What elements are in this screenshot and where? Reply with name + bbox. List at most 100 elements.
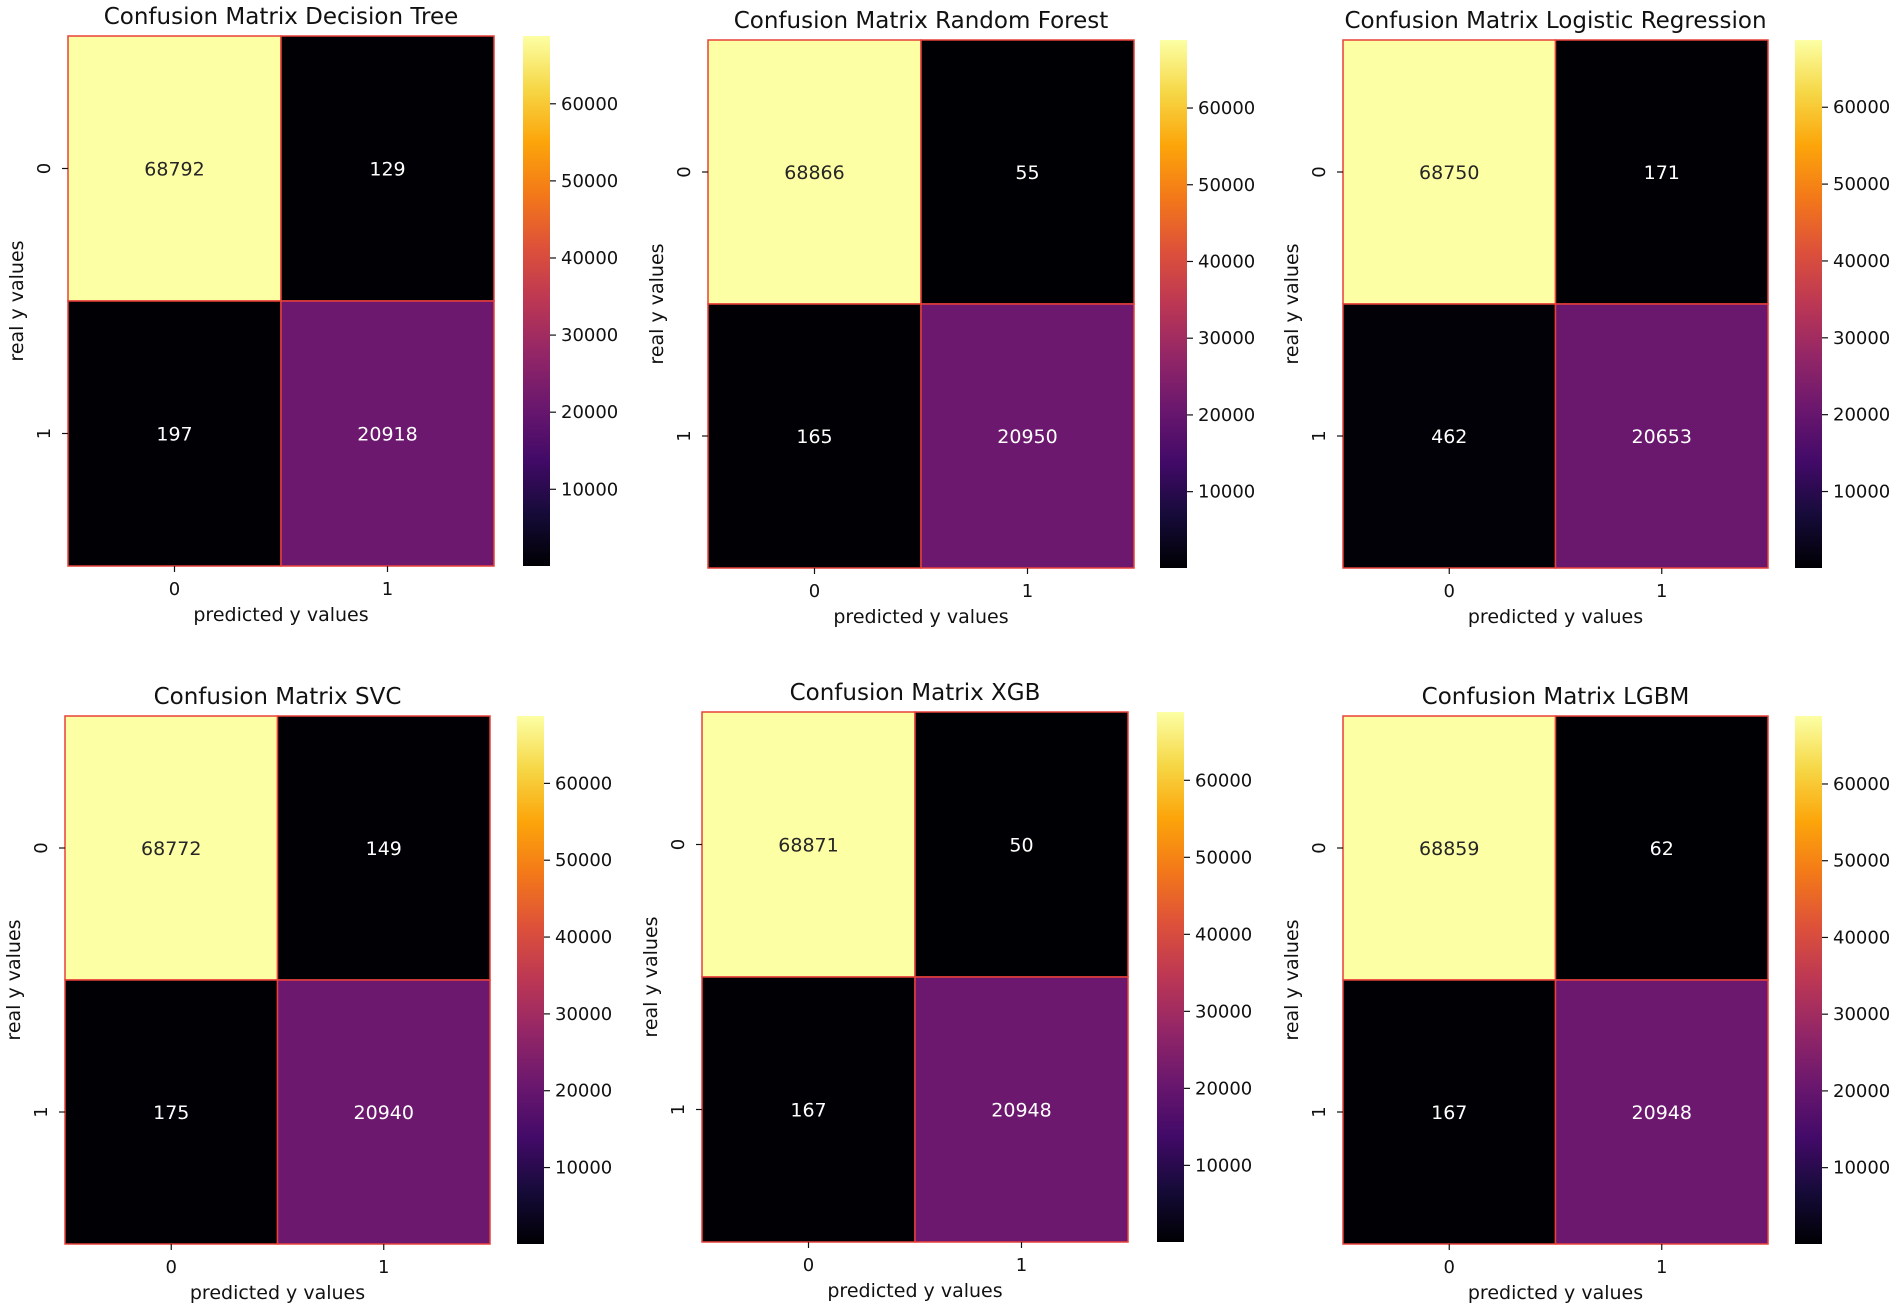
colorbar-tick-label: 50000 xyxy=(1833,174,1890,195)
cell-value-label: 50 xyxy=(1009,835,1033,857)
colorbar-tick-label: 40000 xyxy=(1833,927,1890,948)
y-axis-label: real y values xyxy=(1281,243,1303,364)
cell-value-label: 20948 xyxy=(991,1100,1051,1122)
colorbar-tick-label: 60000 xyxy=(1195,770,1252,791)
heatmap-cell xyxy=(1554,39,1769,305)
cell-value-label: 197 xyxy=(156,424,192,446)
colorbar xyxy=(1795,716,1822,1244)
colorbar-tick-label: 50000 xyxy=(561,171,618,192)
colorbar-tick-label: 40000 xyxy=(555,927,612,948)
chart-title: Confusion Matrix Random Forest xyxy=(734,8,1109,34)
x-tick-label: 1 xyxy=(1656,581,1667,602)
cell-value-label: 129 xyxy=(369,159,405,181)
colorbar-tick-label: 10000 xyxy=(1198,482,1255,503)
cell-value-label: 171 xyxy=(1644,162,1680,184)
x-tick-label: 0 xyxy=(166,1257,177,1278)
colorbar-tick-label: 30000 xyxy=(561,325,618,346)
x-tick-label: 1 xyxy=(1656,1257,1667,1278)
colorbar-tick-label: 60000 xyxy=(1833,774,1890,795)
y-tick-label: 0 xyxy=(674,166,695,177)
colorbar-tick-label: 30000 xyxy=(1833,328,1890,349)
heatmap-panel: Confusion Matrix Random Forest 68866 55 165… xyxy=(646,8,1255,628)
x-axis-label: predicted y values xyxy=(1468,606,1643,628)
heatmap-panel: Confusion Matrix SVC 68772 149 175 20940 0 1 pr… xyxy=(3,684,612,1304)
cell-value-label: 149 xyxy=(366,838,402,860)
cell-value-label: 68792 xyxy=(144,159,204,181)
heatmap-panel: Confusion Matrix Decision Tree 68792 129 19… xyxy=(6,4,618,626)
colorbar xyxy=(523,36,550,566)
colorbar-tick-label: 40000 xyxy=(1195,924,1252,945)
colorbar-tick-label: 30000 xyxy=(1833,1004,1890,1025)
y-tick-label: 0 xyxy=(31,842,52,853)
heatmap-panel: Confusion Matrix XGB 68871 50 167 20948 0 1 pre… xyxy=(640,680,1252,1302)
x-axis-label: predicted y values xyxy=(190,1282,365,1304)
colorbar-tick-label: 50000 xyxy=(555,850,612,871)
cell-value-label: 62 xyxy=(1650,838,1674,860)
cell-value-label: 68866 xyxy=(784,162,844,184)
colorbar xyxy=(517,716,544,1244)
chart-title: Confusion Matrix Decision Tree xyxy=(104,4,459,30)
heatmap-cell xyxy=(1554,979,1769,1245)
heatmap-cell xyxy=(707,303,922,569)
heatmap-cell xyxy=(64,715,279,981)
cell-value-label: 462 xyxy=(1431,426,1467,448)
y-tick-label: 1 xyxy=(1309,430,1330,441)
x-tick-label: 0 xyxy=(1444,1257,1455,1278)
colorbar-tick-label: 40000 xyxy=(561,248,618,269)
y-tick-label: 1 xyxy=(1309,1106,1330,1117)
heatmap-cell xyxy=(1342,303,1557,569)
x-tick-label: 0 xyxy=(1444,581,1455,602)
y-axis-label: real y values xyxy=(1281,919,1303,1040)
colorbar-tick-label: 60000 xyxy=(561,94,618,115)
heatmap-cell xyxy=(280,35,495,302)
heatmap-cell xyxy=(920,39,1135,305)
heatmap-cell xyxy=(914,976,1129,1243)
y-axis-label: real y values xyxy=(3,919,25,1040)
heatmap-cell xyxy=(276,979,491,1245)
colorbar-tick-label: 20000 xyxy=(555,1081,612,1102)
colorbar-tick-label: 10000 xyxy=(555,1158,612,1179)
heatmap-cell xyxy=(1554,303,1769,569)
y-tick-label: 1 xyxy=(668,1104,689,1115)
x-axis-label: predicted y values xyxy=(827,1280,1002,1302)
colorbar-tick-label: 60000 xyxy=(1198,98,1255,119)
colorbar-tick-label: 20000 xyxy=(1198,405,1255,426)
colorbar-tick-label: 30000 xyxy=(1195,1001,1252,1022)
heatmap-cell xyxy=(1342,39,1557,305)
heatmap-cell xyxy=(701,711,916,978)
y-axis-label: real y values xyxy=(646,243,668,364)
y-axis-label: real y values xyxy=(6,240,28,361)
colorbar-tick-label: 10000 xyxy=(1195,1155,1252,1176)
colorbar xyxy=(1157,712,1184,1242)
cell-value-label: 167 xyxy=(1431,1102,1467,1124)
heatmap-cell xyxy=(1554,715,1769,981)
chart-title: Confusion Matrix XGB xyxy=(790,680,1041,706)
x-tick-label: 0 xyxy=(809,581,820,602)
cell-value-label: 175 xyxy=(153,1102,189,1124)
y-tick-label: 0 xyxy=(34,163,55,174)
cell-value-label: 68750 xyxy=(1419,162,1479,184)
cell-value-label: 20940 xyxy=(354,1102,414,1124)
x-tick-label: 0 xyxy=(803,1255,814,1276)
chart-title: Confusion Matrix LGBM xyxy=(1422,684,1690,710)
cell-value-label: 55 xyxy=(1015,162,1039,184)
colorbar-tick-label: 50000 xyxy=(1198,175,1255,196)
x-tick-label: 1 xyxy=(1022,581,1033,602)
heatmap-panel: Confusion Matrix Logistic Regression 6875… xyxy=(1281,8,1890,628)
colorbar-tick-label: 10000 xyxy=(1833,482,1890,503)
colorbar-tick-label: 20000 xyxy=(1833,1081,1890,1102)
cell-value-label: 20653 xyxy=(1632,426,1692,448)
colorbar-tick-label: 30000 xyxy=(1198,328,1255,349)
y-tick-label: 0 xyxy=(668,839,689,850)
x-tick-label: 1 xyxy=(378,1257,389,1278)
cell-value-label: 68772 xyxy=(141,838,201,860)
colorbar-tick-label: 60000 xyxy=(1833,97,1890,118)
cell-value-label: 20948 xyxy=(1632,1102,1692,1124)
x-tick-label: 1 xyxy=(382,579,393,600)
colorbar-tick-label: 50000 xyxy=(1833,851,1890,872)
heatmap-cell xyxy=(920,303,1135,569)
colorbar-tick-label: 60000 xyxy=(555,773,612,794)
cell-value-label: 68859 xyxy=(1419,838,1479,860)
y-axis-label: real y values xyxy=(640,916,662,1037)
y-tick-label: 0 xyxy=(1309,166,1330,177)
